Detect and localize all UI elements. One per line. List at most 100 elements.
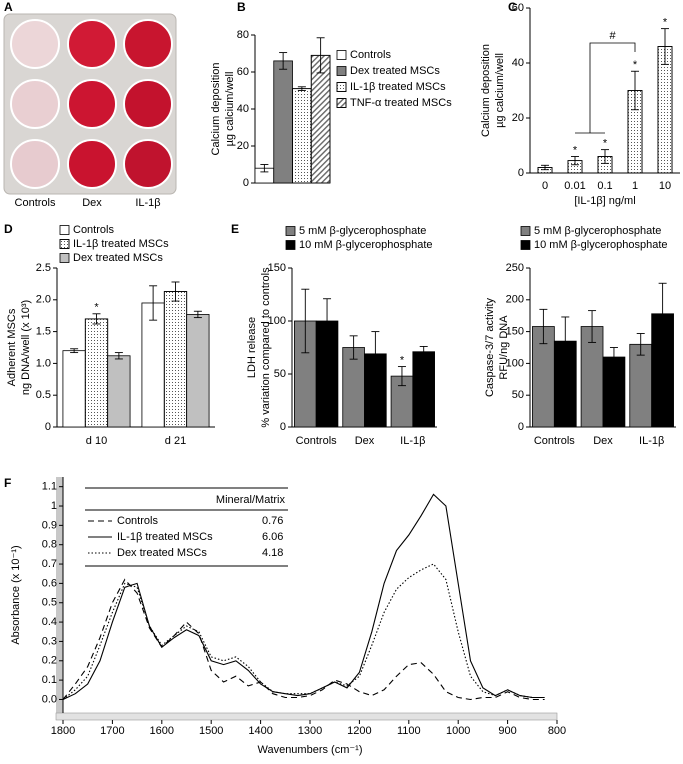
legend-label: 10 mM β-glycerophosphate — [534, 239, 668, 251]
error-bar — [260, 164, 269, 173]
legend-swatch — [285, 226, 296, 236]
legend-label: 10 mM β-glycerophosphate — [299, 239, 433, 251]
y-tick-label: 200 — [506, 294, 524, 306]
wells — [10, 19, 173, 189]
x-tick-label: IL-1β — [400, 435, 425, 447]
x-tick-label: 1000 — [446, 725, 470, 737]
error-bar — [539, 308, 548, 345]
y-tick-label: 2.5 — [36, 262, 51, 274]
x-tick-label: Dex — [355, 435, 375, 447]
x-tick-label: 10 — [659, 180, 671, 192]
panel-letter: C — [508, 0, 517, 14]
y-tick-label: 0 — [518, 167, 524, 179]
x-tick-label: Controls — [534, 435, 575, 447]
error-bar — [636, 333, 645, 356]
y-tick-label: 60 — [237, 66, 249, 78]
error-bar — [349, 335, 358, 360]
error-bar — [149, 285, 158, 321]
panel-letter: B — [237, 0, 246, 14]
spectrum-line — [62, 578, 545, 701]
bar-pattern — [657, 46, 673, 174]
legend-swatch — [336, 50, 347, 60]
legend-label: TNF-α treated MSCs — [350, 97, 452, 109]
error-bar — [601, 149, 609, 164]
bar — [141, 302, 165, 428]
legend-label: IL-1β treated MSCs — [73, 238, 169, 250]
error-bar — [571, 156, 579, 166]
y-tick-label: 100 — [506, 357, 524, 369]
x-tick-label: 1 — [632, 180, 638, 192]
y-tick-label: 0.5 — [42, 597, 57, 609]
y-tick-label: 0.4 — [42, 616, 57, 628]
x-tick-label: 1200 — [347, 725, 371, 737]
x-tick-label: IL-1β — [639, 435, 664, 447]
y-tick-label: 40 — [237, 103, 249, 115]
error-bar — [661, 28, 669, 65]
error-bar — [114, 352, 123, 360]
bar — [62, 350, 86, 428]
y-axis-label: µg calcium/well — [494, 53, 506, 128]
error-bar — [323, 298, 332, 344]
legend-label: Controls — [73, 224, 114, 236]
y-tick-label: 0 — [518, 421, 524, 433]
error-bar — [92, 313, 101, 325]
bar-pattern — [84, 318, 109, 428]
bar — [186, 314, 210, 428]
x-tick-label: 800 — [548, 725, 566, 737]
y-tick-label: 0.8 — [42, 539, 57, 551]
error-bar — [588, 310, 597, 343]
axis-band — [55, 712, 558, 721]
y-tick-label: 0.7 — [42, 558, 57, 570]
legend-swatch — [336, 66, 347, 76]
y-tick-label: 1.0 — [36, 357, 51, 369]
legend-swatch — [59, 253, 70, 263]
spectrum-line — [62, 493, 545, 700]
y-tick-label: 60 — [512, 2, 524, 14]
y-tick-label: 0.5 — [36, 389, 51, 401]
y-tick-label: 0.1 — [42, 674, 57, 686]
y-tick-label: 150 — [268, 262, 286, 274]
significance: * — [400, 354, 405, 366]
x-tick-label: d 21 — [165, 435, 186, 447]
error-bar — [541, 164, 549, 171]
error-bar — [371, 331, 380, 377]
legend-swatch-pattern — [336, 82, 347, 92]
y-tick-label: 20 — [237, 140, 249, 152]
y-axis-label: Calcium deposition — [480, 44, 492, 137]
error-bar — [397, 366, 406, 387]
photo-label: IL-1β — [135, 197, 160, 209]
significance: * — [603, 138, 608, 150]
x-tick-label: d 10 — [86, 435, 107, 447]
error-bar — [609, 347, 618, 368]
error-bar — [419, 345, 428, 358]
bracket-label: # — [609, 30, 616, 42]
bracket — [575, 42, 636, 134]
error-bar — [193, 310, 202, 319]
y-axis-label: % variation compared to controls — [260, 267, 272, 428]
table-value: 6.06 — [262, 531, 283, 543]
error-bar — [658, 282, 667, 345]
panel-letter: E — [231, 222, 239, 236]
error-bar — [301, 288, 310, 354]
y-tick-label: 0 — [243, 177, 249, 189]
bar-pattern — [163, 291, 188, 428]
y-tick-label: 0 — [45, 421, 51, 433]
y-tick-label: 250 — [506, 262, 524, 274]
y-tick-label: 100 — [268, 315, 286, 327]
y-axis-label: Adherent MSCs — [6, 308, 18, 386]
x-tick-label: 1300 — [298, 725, 322, 737]
legend-label: 5 mM β-glycerophosphate — [299, 225, 426, 237]
y-tick-label: 50 — [274, 368, 286, 380]
x-tick-label: 1700 — [100, 725, 124, 737]
table-value: 4.18 — [262, 547, 283, 559]
legend-label: IL-1β treated MSCs — [350, 81, 446, 93]
photo-panel: A Controls Dex IL-1β — [3, 0, 177, 209]
y-axis-label: LDH release — [246, 317, 258, 378]
y-tick-label: 150 — [506, 326, 524, 338]
bar — [107, 355, 131, 428]
x-tick-label: 1500 — [199, 725, 223, 737]
legend-label: Dex treated MSCs — [73, 252, 163, 264]
legend-swatch — [59, 225, 70, 235]
y-tick-label: 1.1 — [42, 481, 57, 493]
